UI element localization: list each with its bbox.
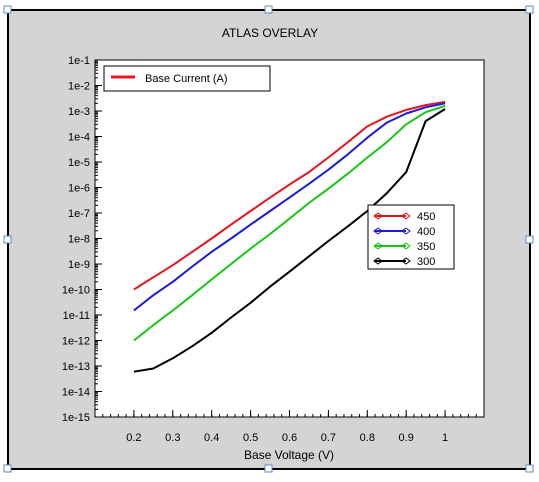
x-tick-label: 0.8	[360, 432, 375, 444]
y-tick-label: 1e-14	[62, 387, 90, 399]
handle-top-left[interactable]	[3, 5, 12, 14]
y-tick-label: 1e-13	[62, 361, 90, 373]
x-axis-label: Base Voltage (V)	[244, 448, 334, 462]
legend-marker-right-450	[401, 212, 411, 220]
legend-marker-left-300	[373, 257, 383, 265]
handle-middle-right[interactable]	[525, 235, 534, 244]
y-tick-label: 1e-9	[68, 259, 90, 271]
y-tick-label: 1e-2	[68, 81, 90, 93]
legend-base-current: Base Current (A)	[103, 65, 271, 92]
legend-marker-right-350	[401, 242, 411, 250]
y-tick-label: 1e-12	[62, 336, 90, 348]
y-tick-label: 1e-3	[68, 106, 90, 118]
legend-label-450: 450	[417, 211, 435, 223]
handle-bottom-left[interactable]	[3, 464, 12, 473]
legend-series: 450 400 350 300	[367, 204, 455, 270]
y-tick-label: 1e-1	[68, 55, 90, 67]
y-tick-label: 1e-5	[68, 157, 90, 169]
legend-label-400: 400	[417, 226, 435, 238]
y-tick-label: 1e-11	[63, 310, 90, 322]
handle-top-right[interactable]	[525, 5, 534, 14]
legend-base-current-label: Base Current (A)	[145, 73, 228, 85]
handle-middle-left[interactable]	[3, 235, 12, 244]
y-axis: 1e-15 1e-14 1e-13 1e-12 1e-11 1e-10 1e-9 1e-8 1e…	[62, 55, 102, 424]
legend-marker-left-350	[373, 242, 383, 250]
legend-marker-right-300	[401, 257, 411, 265]
selection-handles[interactable]	[3, 5, 534, 473]
y-tick-label: 1e-8	[68, 234, 90, 246]
y-tick-label: 1e-10	[62, 285, 90, 297]
legend-label-350: 350	[417, 241, 435, 253]
series-lines	[133, 100, 446, 373]
y-tick-label: 1e-7	[68, 208, 90, 220]
x-tick-label: 0.5	[243, 432, 258, 444]
handle-top-center[interactable]	[264, 5, 273, 14]
x-tick-label: 0.3	[165, 432, 180, 444]
y-tick-label: 1e-4	[68, 132, 90, 144]
series-line-300	[133, 108, 446, 373]
x-tick-label: 0.6	[282, 432, 297, 444]
legend-marker-left-400	[373, 227, 383, 235]
handle-bottom-center[interactable]	[264, 464, 273, 473]
x-tick-label: 0.9	[399, 432, 414, 444]
handle-bottom-right[interactable]	[525, 464, 534, 473]
legend-marker-right-400	[401, 227, 411, 235]
y-tick-label: 1e-15	[62, 412, 90, 424]
x-tick-label: 0.7	[321, 432, 336, 444]
x-axis: 0.2 0.3 0.4 0.5 0.6 0.7 0.8 0.9 1	[102, 410, 477, 444]
series-line-450	[133, 100, 446, 291]
x-tick-label: 0.4	[204, 432, 219, 444]
legend-label-300: 300	[417, 256, 435, 268]
series-line-400	[133, 102, 446, 312]
series-line-350	[133, 104, 446, 342]
y-tick-label: 1e-6	[68, 183, 90, 195]
x-tick-label: 1	[442, 432, 448, 444]
legend-marker-left-450	[373, 212, 383, 220]
x-tick-label: 0.2	[126, 432, 141, 444]
chart-title: ATLAS OVERLAY	[222, 26, 318, 40]
